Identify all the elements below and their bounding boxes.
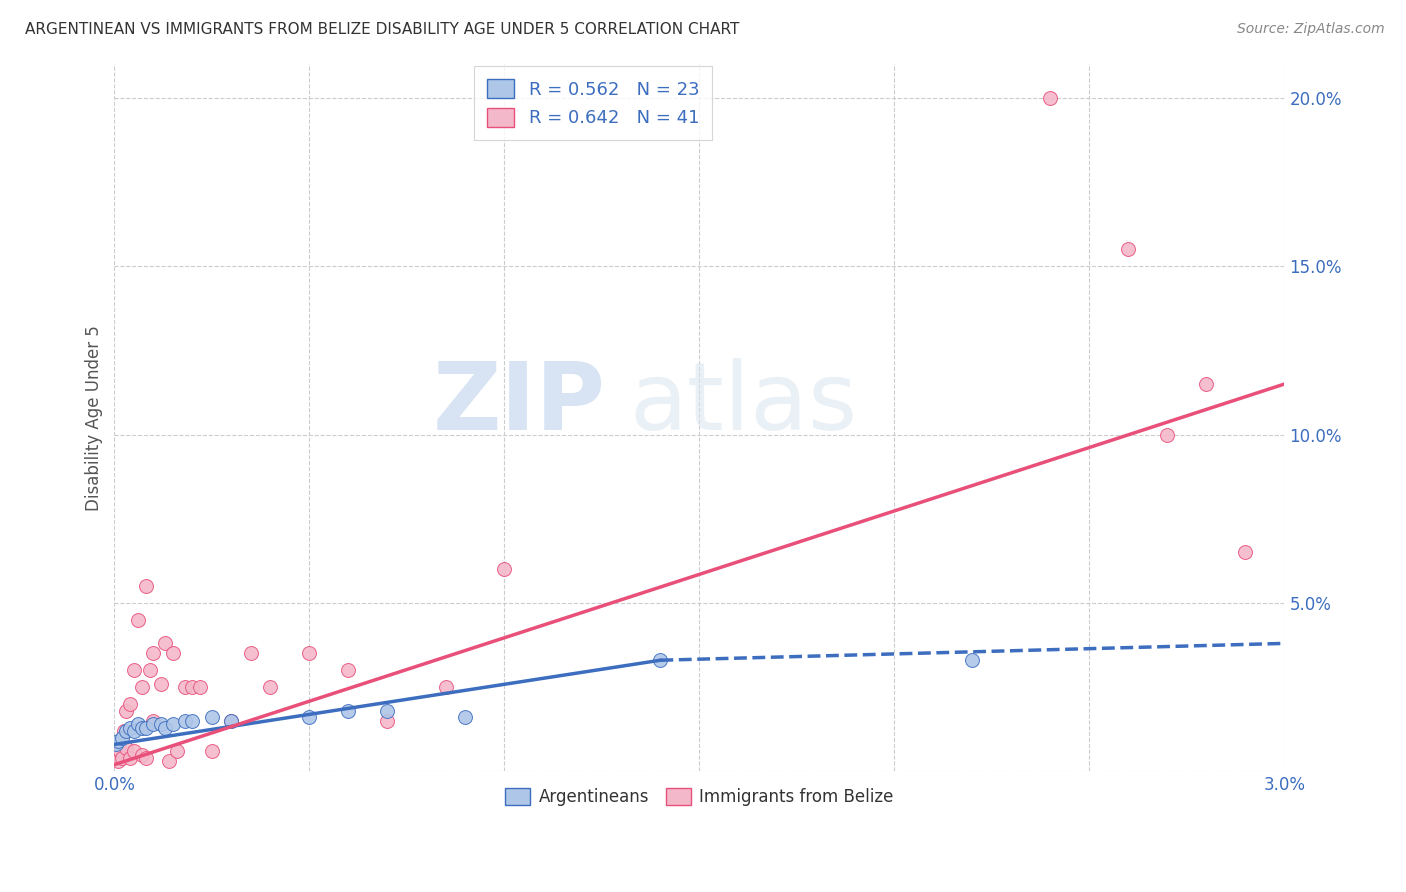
- Point: [166, 744, 188, 758]
- Point: [138, 663, 160, 677]
- Point: [105, 738, 128, 752]
- Point: [337, 663, 360, 677]
- Point: [173, 714, 195, 728]
- Point: [153, 721, 176, 735]
- Point: [135, 751, 157, 765]
- Point: [239, 647, 262, 661]
- Point: [105, 747, 128, 762]
- Point: [1039, 91, 1062, 105]
- Point: [298, 647, 321, 661]
- Point: [107, 754, 129, 768]
- Text: Source: ZipAtlas.com: Source: ZipAtlas.com: [1237, 22, 1385, 37]
- Point: [142, 714, 165, 728]
- Point: [221, 714, 243, 728]
- Point: [1118, 242, 1140, 256]
- Point: [377, 714, 399, 728]
- Point: [118, 751, 141, 765]
- Point: [201, 710, 224, 724]
- Text: ARGENTINEAN VS IMMIGRANTS FROM BELIZE DISABILITY AGE UNDER 5 CORRELATION CHART: ARGENTINEAN VS IMMIGRANTS FROM BELIZE DI…: [25, 22, 740, 37]
- Point: [131, 721, 153, 735]
- Point: [122, 723, 145, 738]
- Point: [112, 723, 135, 738]
- Point: [122, 744, 145, 758]
- Point: [110, 744, 132, 758]
- Point: [173, 680, 195, 694]
- Point: [162, 717, 184, 731]
- Point: [162, 647, 184, 661]
- Point: [454, 710, 477, 724]
- Point: [131, 747, 153, 762]
- Point: [111, 731, 134, 745]
- Point: [650, 653, 672, 667]
- Point: [118, 697, 141, 711]
- Point: [1156, 427, 1178, 442]
- Point: [494, 562, 516, 576]
- Point: [434, 680, 457, 694]
- Point: [962, 653, 984, 667]
- Point: [1234, 545, 1257, 559]
- Text: atlas: atlas: [630, 358, 858, 450]
- Point: [127, 613, 149, 627]
- Point: [221, 714, 243, 728]
- Point: [259, 680, 281, 694]
- Point: [107, 734, 129, 748]
- Point: [201, 744, 224, 758]
- Point: [115, 723, 138, 738]
- Point: [150, 717, 173, 731]
- Point: [115, 740, 138, 755]
- Point: [111, 751, 134, 765]
- Point: [115, 704, 138, 718]
- Point: [118, 721, 141, 735]
- Point: [377, 704, 399, 718]
- Point: [181, 680, 204, 694]
- Point: [142, 647, 165, 661]
- Point: [181, 714, 204, 728]
- Y-axis label: Disability Age Under 5: Disability Age Under 5: [86, 325, 103, 510]
- Point: [153, 636, 176, 650]
- Point: [135, 721, 157, 735]
- Legend: Argentineans, Immigrants from Belize: Argentineans, Immigrants from Belize: [495, 778, 904, 816]
- Point: [188, 680, 211, 694]
- Point: [122, 663, 145, 677]
- Point: [157, 754, 180, 768]
- Point: [135, 579, 157, 593]
- Point: [150, 677, 173, 691]
- Point: [1195, 377, 1218, 392]
- Point: [298, 710, 321, 724]
- Point: [142, 717, 165, 731]
- Point: [131, 680, 153, 694]
- Point: [337, 704, 360, 718]
- Point: [127, 717, 149, 731]
- Text: ZIP: ZIP: [433, 358, 606, 450]
